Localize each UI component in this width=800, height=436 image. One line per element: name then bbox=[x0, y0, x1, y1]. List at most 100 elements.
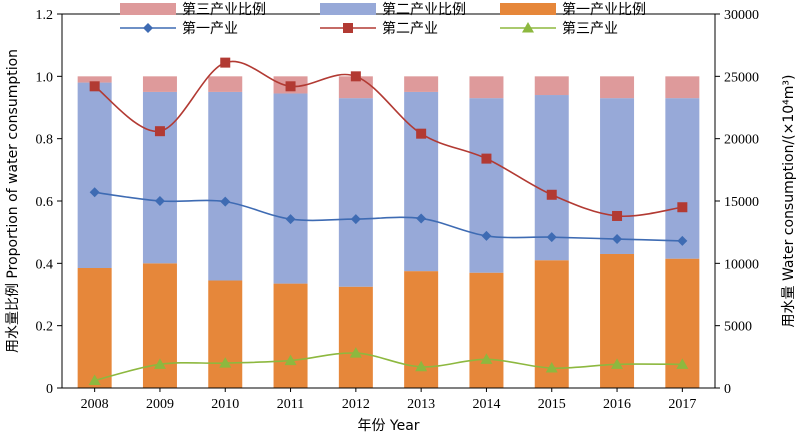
bar-2012-segment-2 bbox=[338, 98, 373, 287]
bar-2008-segment-3 bbox=[77, 76, 112, 83]
x-tick-label: 2013 bbox=[407, 397, 435, 412]
y-left-tick-label: 1.2 bbox=[36, 8, 54, 23]
bar-2010-segment-1 bbox=[208, 280, 243, 388]
point-series-1-2009 bbox=[154, 196, 165, 206]
lines-layer bbox=[88, 57, 689, 386]
x-tick-label: 2015 bbox=[538, 397, 566, 412]
point-series-2-2015 bbox=[546, 189, 557, 200]
bar-2014-segment-3 bbox=[469, 76, 504, 99]
bar-2016-segment-2 bbox=[600, 98, 635, 254]
x-tick-label: 2014 bbox=[472, 397, 500, 412]
bar-2013-segment-2 bbox=[404, 91, 439, 272]
point-series-3-2012 bbox=[349, 347, 362, 358]
point-series-1-2017 bbox=[677, 235, 688, 246]
y-left-tick-label: 0.4 bbox=[36, 257, 54, 272]
point-series-1-2012 bbox=[350, 214, 361, 225]
x-axis-title: 年份 Year bbox=[357, 418, 419, 434]
bar-2009-segment-1 bbox=[142, 263, 177, 388]
y-axis-left-title: 用水量比例 Proportion of water consumption bbox=[5, 49, 21, 353]
x-tick-label: 2011 bbox=[277, 397, 304, 412]
x-tick-label: 2017 bbox=[668, 397, 696, 412]
point-series-3-2014 bbox=[480, 353, 493, 364]
y-left-tick-label: 0.2 bbox=[36, 320, 54, 335]
legend-label-bar-1: 第一产业比例 bbox=[562, 1, 646, 18]
point-series-2-2012 bbox=[350, 71, 361, 82]
y-right-tick-label: 20000 bbox=[724, 133, 759, 148]
point-series-3-2011 bbox=[284, 354, 297, 366]
line-series-2 bbox=[94, 60, 683, 218]
point-series-1-2008 bbox=[89, 187, 100, 198]
legend-swatch-2 bbox=[320, 3, 376, 15]
bar-2015-segment-3 bbox=[534, 76, 569, 96]
point-series-3-2015 bbox=[545, 362, 558, 373]
x-tick-label: 2010 bbox=[211, 397, 239, 412]
y-right-tick-label: 25000 bbox=[724, 70, 759, 85]
y-right-tick-label: 5000 bbox=[724, 320, 752, 335]
point-series-2-2017 bbox=[677, 202, 688, 213]
legend-label-line-1: 第一产业 bbox=[182, 20, 238, 37]
bar-2011-segment-1 bbox=[273, 283, 308, 388]
point-series-3-2010 bbox=[219, 357, 232, 368]
y-left-tick-label: 0.6 bbox=[36, 195, 54, 210]
bar-2017-segment-3 bbox=[665, 76, 700, 99]
y-right-tick-label: 10000 bbox=[724, 257, 759, 272]
bar-2017-segment-2 bbox=[665, 98, 700, 259]
point-series-2-2009 bbox=[154, 126, 165, 137]
bar-2008-segment-1 bbox=[77, 268, 112, 388]
point-series-1-2015 bbox=[546, 232, 557, 243]
x-tick-label: 2008 bbox=[81, 397, 109, 412]
legend-label-line-2: 第二产业 bbox=[382, 20, 438, 37]
point-series-3-2009 bbox=[153, 358, 166, 369]
bar-2008-segment-2 bbox=[77, 82, 112, 269]
y-left-tick-label: 0.8 bbox=[36, 133, 54, 148]
bar-2012-segment-3 bbox=[338, 76, 373, 99]
point-series-2-2016 bbox=[612, 210, 623, 221]
x-tick-label: 2009 bbox=[146, 397, 174, 412]
y-left-tick-label: 0 bbox=[46, 382, 53, 397]
bar-2011-segment-2 bbox=[273, 93, 308, 284]
legend-label-bar-3: 第三产业比例 bbox=[182, 1, 266, 18]
bar-2012-segment-1 bbox=[338, 286, 373, 388]
bar-2014-segment-2 bbox=[469, 98, 504, 273]
y-axis-right-title: 用水量 Water consumption/(×10⁴m³) bbox=[781, 75, 797, 328]
point-series-1-2016 bbox=[612, 234, 623, 245]
point-series-2-2014 bbox=[481, 153, 492, 164]
line-series-3 bbox=[94, 352, 683, 382]
legend-marker-1 bbox=[143, 23, 153, 33]
legend-marker-2 bbox=[343, 23, 353, 33]
bar-2009-segment-2 bbox=[142, 91, 177, 264]
y-right-tick-label: 30000 bbox=[724, 8, 759, 23]
legend-swatch-1 bbox=[500, 3, 556, 15]
legend-swatch-3 bbox=[120, 3, 176, 15]
point-series-2-2008 bbox=[89, 81, 100, 92]
bar-2016-segment-3 bbox=[600, 76, 635, 99]
x-tick-label: 2012 bbox=[342, 397, 370, 412]
bar-2009-segment-3 bbox=[142, 76, 177, 92]
legend-label-bar-2: 第二产业比例 bbox=[382, 1, 466, 18]
bars-layer bbox=[77, 76, 700, 388]
point-series-3-2016 bbox=[611, 358, 624, 369]
point-series-1-2010 bbox=[220, 196, 231, 207]
y-right-tick-label: 0 bbox=[724, 382, 731, 397]
point-series-3-2008 bbox=[88, 374, 101, 386]
point-series-1-2014 bbox=[481, 230, 492, 241]
bar-2013-segment-3 bbox=[404, 76, 439, 92]
point-series-2-2010 bbox=[220, 57, 231, 68]
axes-layer: 0 0.2 0.4 0.6 0.8 1.0 1.2 0 5000 10000 15000 20000 2… bbox=[36, 8, 760, 412]
legend-label-line-3: 第三产业 bbox=[562, 20, 618, 37]
bar-2010-segment-2 bbox=[208, 91, 243, 281]
bar-2010-segment-3 bbox=[208, 76, 243, 92]
bar-2014-segment-1 bbox=[469, 272, 504, 388]
line-series-1 bbox=[94, 191, 683, 242]
point-series-1-2013 bbox=[416, 213, 427, 224]
point-series-3-2013 bbox=[415, 360, 428, 372]
legend-marker-3 bbox=[522, 22, 534, 33]
point-series-2-2011 bbox=[285, 81, 296, 92]
y-left-tick-label: 1.0 bbox=[36, 70, 54, 85]
point-series-3-2017 bbox=[676, 358, 689, 369]
x-tick-label: 2016 bbox=[603, 397, 631, 412]
point-series-1-2011 bbox=[285, 214, 296, 225]
